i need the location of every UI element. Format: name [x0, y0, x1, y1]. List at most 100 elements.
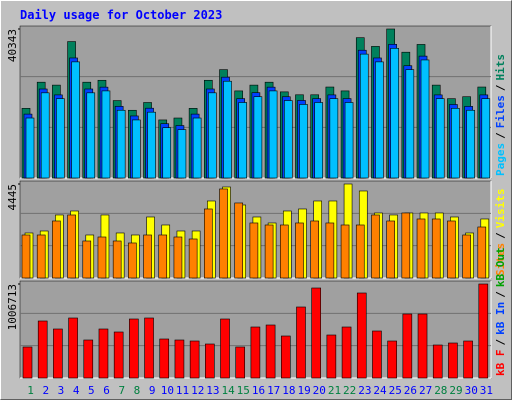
bar	[283, 100, 293, 179]
bar	[375, 61, 384, 179]
bar	[235, 346, 246, 379]
bar	[52, 220, 61, 279]
chart-title: Daily usage for October 2023	[20, 8, 222, 22]
bar	[356, 292, 367, 379]
bar	[355, 224, 365, 279]
bar	[264, 224, 274, 279]
bar	[477, 226, 487, 279]
legend: kB F / kB In / kB Out	[494, 247, 507, 376]
y-tick-label: 4445	[6, 184, 19, 211]
x-tick-label: 6	[103, 384, 110, 397]
legend-entry: Files	[494, 95, 507, 128]
bar	[299, 104, 308, 179]
x-tick-label: 20	[313, 384, 326, 397]
bar	[314, 102, 323, 179]
bar	[417, 313, 428, 379]
bar	[97, 236, 107, 279]
legend-separator: /	[494, 339, 507, 346]
bar	[116, 109, 126, 179]
bar	[220, 318, 230, 379]
bar	[386, 220, 395, 279]
legend-entry: kB Out	[494, 247, 507, 287]
legend-separator: /	[494, 132, 507, 139]
bar	[22, 346, 33, 379]
bar	[37, 320, 48, 379]
bar	[53, 328, 63, 379]
bar	[279, 224, 289, 279]
bar	[371, 214, 380, 279]
bar	[21, 234, 31, 279]
x-tick-label: 19	[297, 384, 310, 397]
x-tick-label: 18	[282, 384, 295, 397]
y-tick-label: 40343	[6, 29, 19, 62]
legend: Sites / Visits	[494, 189, 507, 277]
bar	[326, 334, 337, 379]
bar	[466, 109, 475, 179]
bar	[295, 222, 304, 279]
bar	[71, 61, 80, 179]
legend-entry: Hits	[494, 54, 507, 81]
bar	[144, 317, 154, 379]
bar	[329, 98, 339, 179]
x-tick-label: 9	[149, 384, 156, 397]
bar	[390, 48, 399, 179]
bar	[189, 340, 200, 379]
x-tick-label: 14	[221, 384, 235, 397]
legend: Pages / Files / Hits	[494, 54, 507, 176]
bar	[36, 234, 46, 279]
legend-separator: /	[494, 232, 507, 239]
x-tick-label: 29	[449, 384, 462, 397]
bar	[451, 108, 460, 179]
bar	[463, 340, 473, 379]
bar	[296, 306, 306, 379]
x-tick-label: 16	[252, 384, 265, 397]
legend-entry: kB In	[494, 302, 507, 335]
x-tick-label: 30	[465, 384, 478, 397]
bar	[253, 96, 263, 179]
bar	[372, 330, 382, 379]
bar	[478, 283, 489, 379]
x-tick-label: 7	[118, 384, 125, 397]
bar	[40, 92, 50, 179]
bar	[132, 119, 141, 179]
bar	[265, 324, 276, 379]
legend-entry: kB F	[494, 350, 507, 377]
bar	[25, 117, 35, 179]
x-tick-label: 3	[58, 384, 65, 397]
bar	[250, 326, 261, 379]
x-tick-label: 27	[419, 384, 432, 397]
bar	[420, 59, 430, 179]
x-tick-label: 22	[343, 384, 356, 397]
bar	[310, 220, 319, 279]
bar	[340, 224, 350, 279]
bar	[128, 242, 137, 279]
bar	[83, 339, 94, 379]
bar	[113, 331, 124, 379]
bar	[481, 98, 491, 179]
legend-entry: Pages	[494, 143, 507, 176]
bar	[401, 212, 411, 279]
legend-entry: Sites	[494, 243, 507, 276]
bar	[158, 234, 168, 279]
bar	[82, 240, 92, 279]
bar	[204, 208, 213, 279]
bar	[249, 222, 259, 279]
bar	[280, 335, 291, 379]
bar	[68, 317, 78, 379]
bar	[143, 234, 152, 279]
bar	[405, 69, 415, 179]
bar	[188, 238, 198, 279]
bar	[162, 127, 172, 179]
x-tick-label: 24	[373, 384, 387, 397]
x-tick-label: 17	[267, 384, 280, 397]
x-tick-label: 25	[389, 384, 402, 397]
bar	[325, 222, 335, 279]
bar	[173, 236, 183, 279]
x-tick-label: 10	[161, 384, 174, 397]
x-tick-label: 5	[88, 384, 95, 397]
bar	[402, 313, 413, 379]
bar	[344, 102, 354, 179]
bar	[387, 340, 397, 379]
legend-separator: /	[494, 84, 507, 91]
